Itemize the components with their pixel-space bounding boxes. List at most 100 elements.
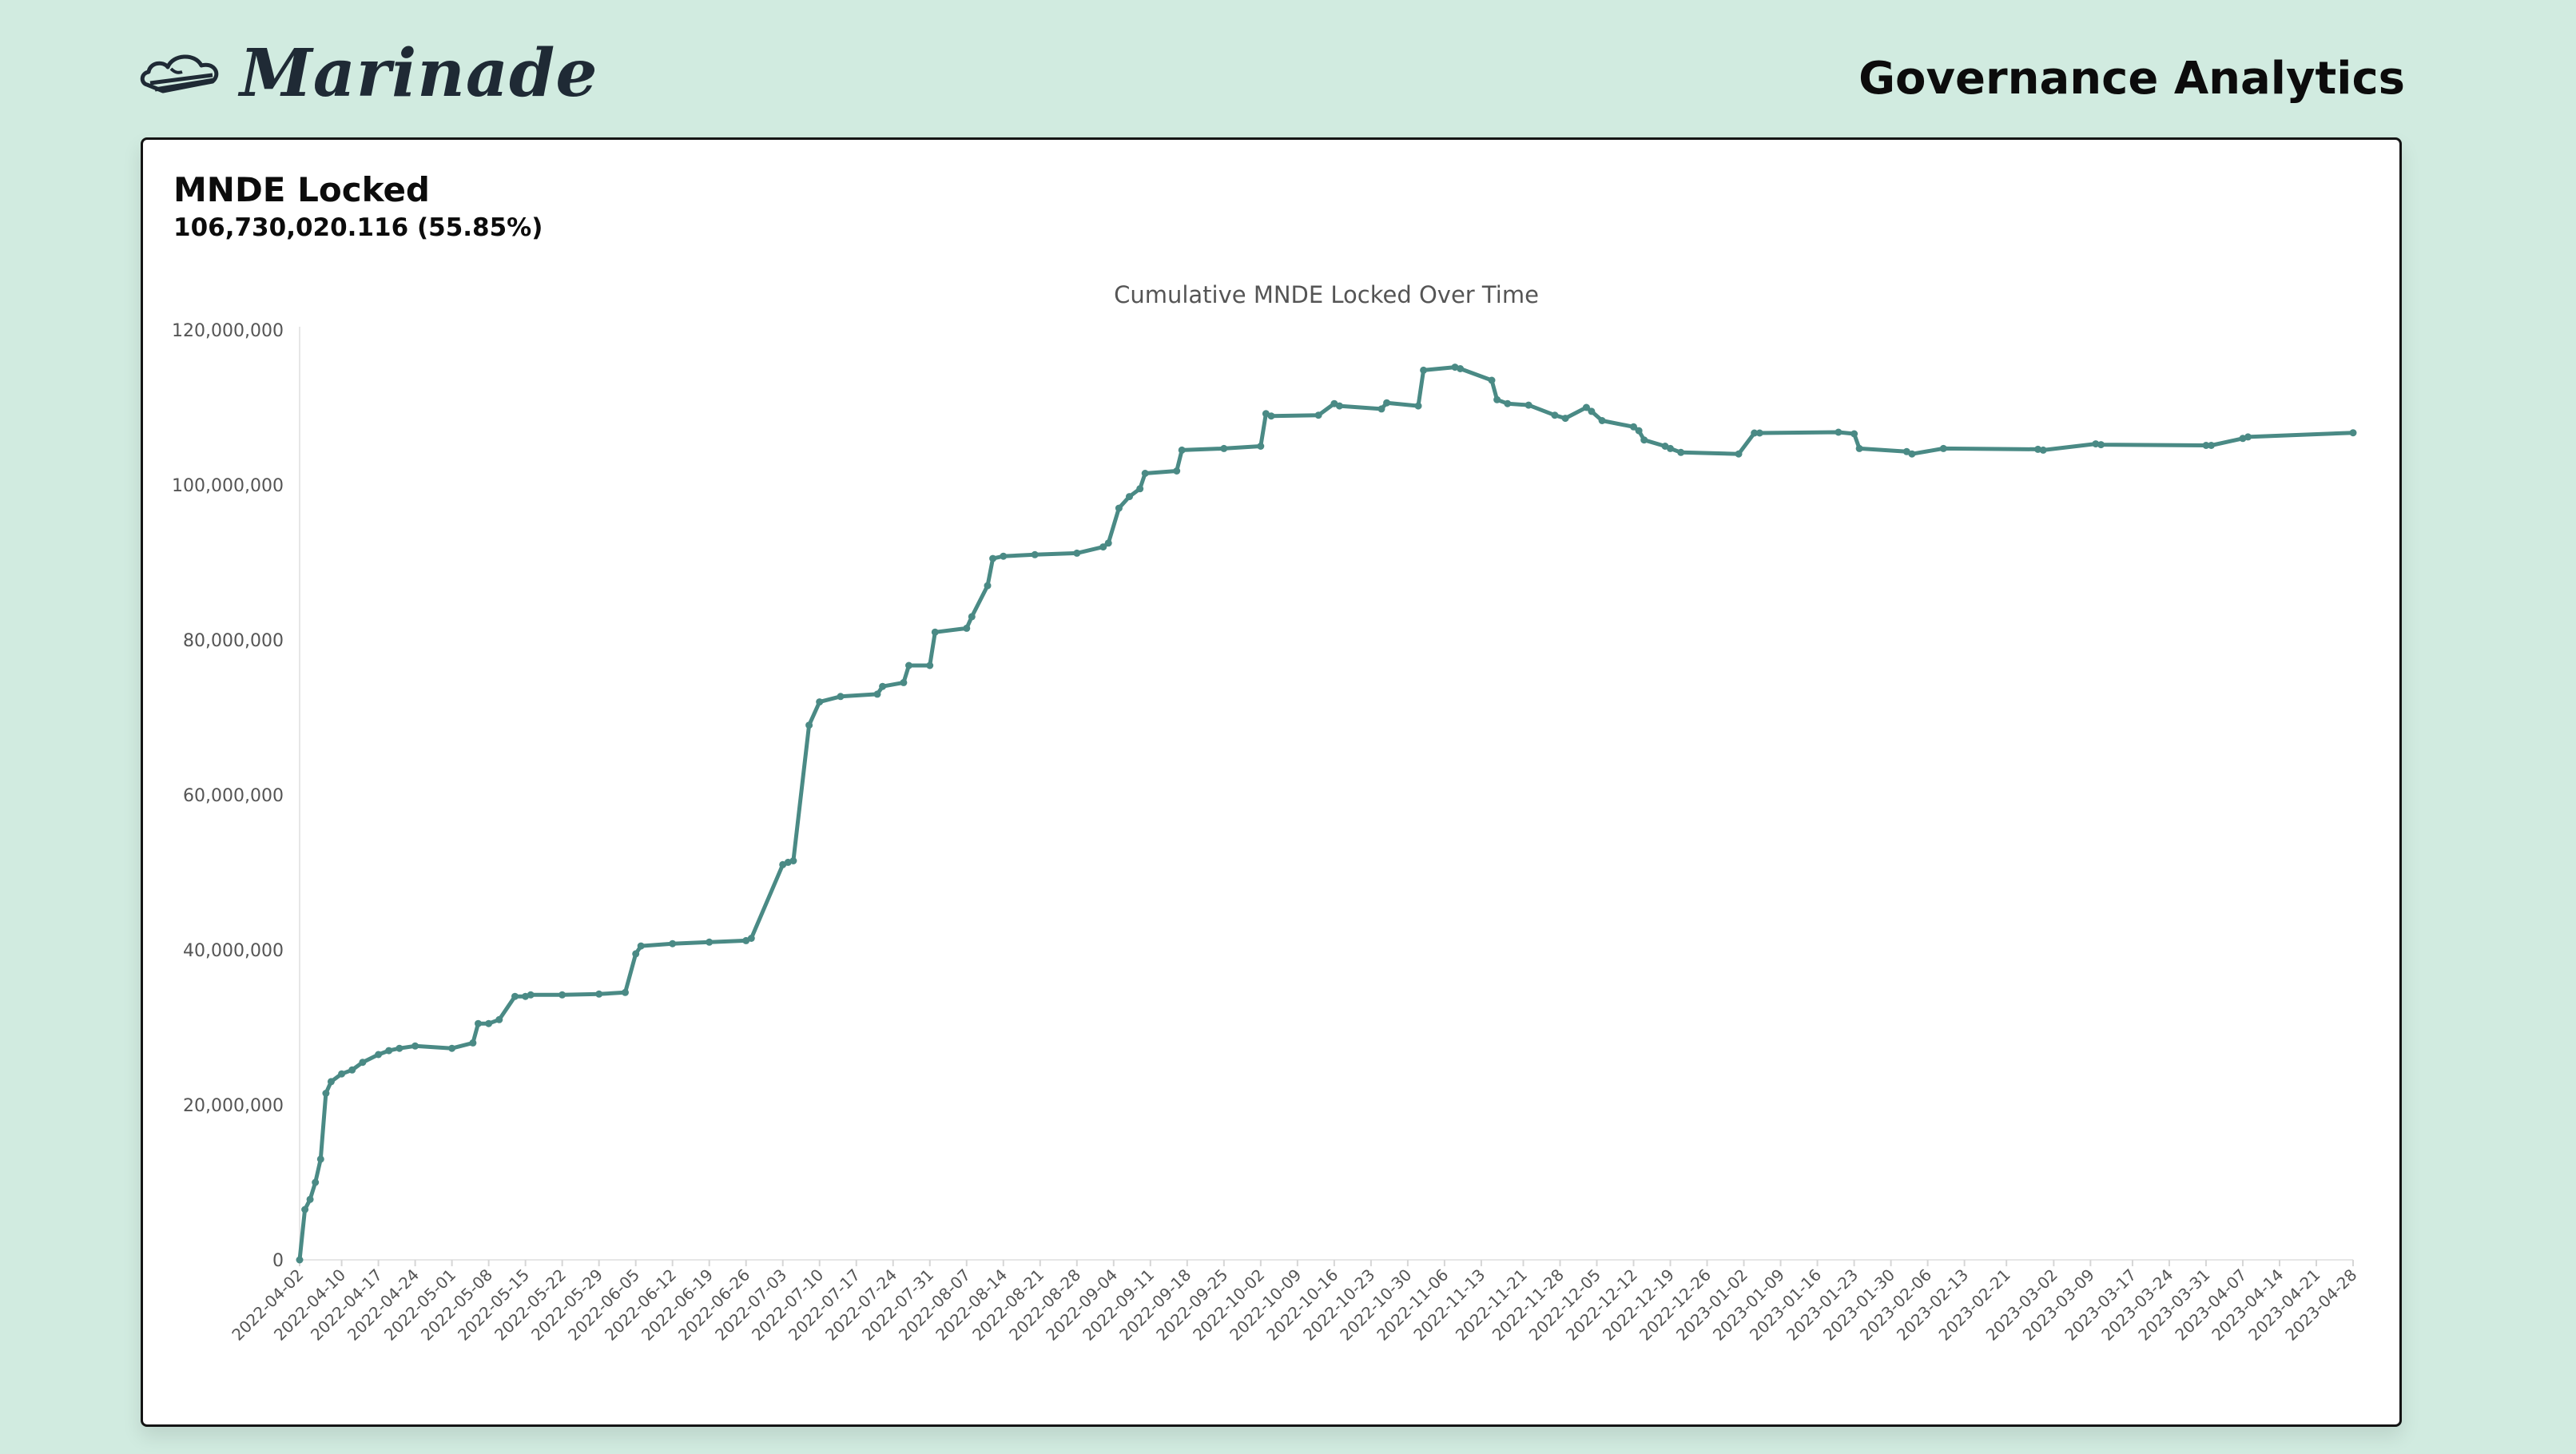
data-point <box>1420 366 1428 374</box>
card-value: 106,730,020.116 (55.85%) <box>173 213 543 242</box>
data-point <box>1136 485 1144 493</box>
data-point <box>1383 399 1391 407</box>
data-point <box>327 1078 335 1086</box>
brand-logo[interactable]: Marinade <box>139 35 598 112</box>
data-point <box>1099 543 1107 551</box>
data-point <box>805 721 813 729</box>
y-tick-label: 80,000,000 <box>183 631 284 651</box>
data-point <box>1073 549 1081 557</box>
data-point <box>879 682 887 690</box>
data-point <box>1755 429 1763 437</box>
page-title: Governance Analytics <box>1858 53 2405 105</box>
data-point <box>1141 470 1149 477</box>
data-point <box>2202 442 2210 449</box>
data-point <box>1908 450 1916 458</box>
y-tick-label: 100,000,000 <box>172 476 284 496</box>
data-point <box>448 1044 456 1052</box>
data-point <box>595 990 603 998</box>
data-point <box>622 988 629 996</box>
data-point <box>1377 405 1385 413</box>
data-point <box>900 678 908 686</box>
data-point <box>669 940 677 947</box>
data-point <box>1488 376 1496 384</box>
data-point <box>527 991 535 999</box>
data-point <box>1677 448 1685 456</box>
data-point <box>348 1066 356 1074</box>
data-point <box>2208 442 2215 449</box>
data-point <box>816 698 824 706</box>
data-point <box>359 1059 367 1067</box>
data-point <box>1855 444 1863 452</box>
data-point <box>789 857 797 864</box>
data-point <box>485 1019 493 1027</box>
data-point <box>837 693 845 701</box>
data-point <box>559 991 566 999</box>
data-point <box>1115 504 1123 512</box>
data-point <box>312 1178 320 1186</box>
data-point <box>1851 430 1858 438</box>
data-point <box>1178 446 1186 454</box>
data-point <box>1598 417 1606 424</box>
data-point <box>1551 411 1559 419</box>
data-point <box>989 554 997 562</box>
data-point <box>2244 433 2252 441</box>
locked-line-chart: Cumulative MNDE Locked Over Time 0 20,000,… <box>172 281 2361 1345</box>
data-point <box>322 1090 330 1097</box>
data-point <box>2092 440 2100 448</box>
mnde-locked-card: MNDE Locked 106,730,020.116 (55.85%) Cum… <box>141 137 2402 1427</box>
data-point <box>1257 443 1265 450</box>
data-point <box>1126 493 1133 501</box>
chart-title: Cumulative MNDE Locked Over Time <box>1114 281 1539 308</box>
data-point <box>1504 399 1512 407</box>
brand-name: Marinade <box>240 35 598 112</box>
data-point <box>931 628 939 636</box>
data-point <box>1667 444 1674 452</box>
data-point <box>495 1015 503 1023</box>
data-point <box>1588 407 1596 415</box>
data-point <box>1335 402 1343 410</box>
data-point <box>1220 444 1228 452</box>
data-point <box>475 1019 482 1027</box>
data-point <box>1635 427 1643 435</box>
data-point <box>873 690 881 698</box>
data-point <box>1939 444 1947 452</box>
data-point <box>511 992 519 1000</box>
data-point <box>1457 365 1465 372</box>
data-point <box>1640 436 1648 444</box>
data-point <box>926 661 934 669</box>
data-point <box>747 935 755 942</box>
y-tick-label: 120,000,000 <box>172 321 284 341</box>
data-point <box>316 1155 324 1163</box>
data-point <box>1414 402 1422 410</box>
data-point <box>2034 445 2042 453</box>
data-point <box>411 1042 419 1050</box>
data-point <box>469 1039 477 1047</box>
data-point <box>2039 446 2047 454</box>
data-point <box>1735 450 1743 458</box>
data-point <box>963 624 971 632</box>
data-point <box>1630 423 1637 431</box>
y-tick-label: 20,000,000 <box>183 1096 284 1116</box>
data-point <box>306 1195 314 1203</box>
data-point <box>984 582 992 590</box>
data-point <box>2349 429 2357 437</box>
header: Marinade Governance Analytics <box>0 0 2576 137</box>
data-point <box>968 613 976 621</box>
data-point <box>637 942 645 950</box>
data-point <box>905 661 912 669</box>
data-point <box>1000 552 1008 560</box>
data-point <box>396 1044 403 1052</box>
data-point <box>375 1051 383 1059</box>
card-title: MNDE Locked <box>173 170 430 209</box>
data-point <box>296 1256 304 1264</box>
chef-hat-icon <box>140 54 219 93</box>
data-point <box>632 950 640 958</box>
data-point <box>338 1070 346 1078</box>
data-point <box>1314 411 1322 419</box>
data-point <box>1267 412 1275 420</box>
y-tick-label: 40,000,000 <box>183 941 284 961</box>
series-line <box>297 365 2355 1262</box>
data-point <box>706 938 714 946</box>
y-tick-label: 60,000,000 <box>183 786 284 806</box>
y-tick-label: 0 <box>272 1251 284 1271</box>
